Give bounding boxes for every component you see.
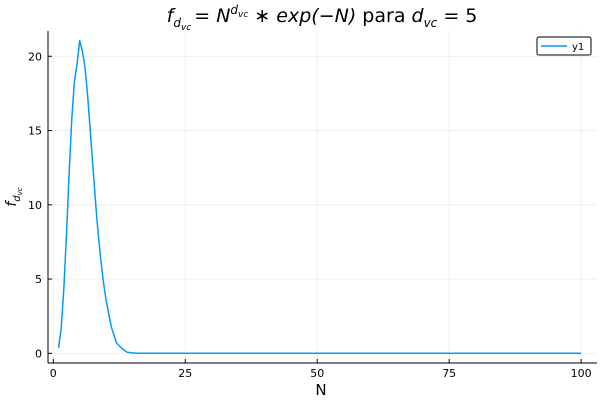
axes [47, 31, 597, 364]
title-f-subsub: vc [181, 23, 191, 33]
title-d: d [412, 5, 425, 27]
ylabel-subsub: vc [16, 187, 24, 195]
title-tail: = 5 [437, 5, 477, 27]
title-para: para [356, 5, 411, 27]
x-axis-label: N [315, 381, 326, 399]
ylabel-sub: d [12, 195, 23, 202]
x-tick-label: 25 [178, 367, 192, 380]
x-tick-label: 75 [442, 367, 456, 380]
plot-area [57, 39, 582, 355]
series-line-y1 [57, 39, 582, 355]
legend: y1 [536, 36, 592, 56]
ticks: 0 25 50 75 100 0 5 10 15 20 [28, 50, 592, 380]
x-tick-label: 100 [571, 367, 592, 380]
title-d-sub: vc [424, 16, 438, 30]
y-tick-label: 15 [28, 125, 42, 138]
y-tick-label: 20 [28, 50, 42, 63]
legend-label: y1 [572, 42, 584, 53]
title-f-sub: d [173, 16, 181, 30]
title-f: f [167, 5, 177, 27]
ylabel-f: f [4, 200, 20, 207]
x-tick-label: 0 [50, 367, 57, 380]
y-tick-label: 5 [35, 273, 42, 286]
x-tick-label: 50 [310, 367, 324, 380]
y-tick-label: 10 [28, 199, 42, 212]
chart-title: fdvc= Ndvc ∗ exp(−N) para dvc = 5 [167, 3, 478, 33]
title-eq: = [194, 5, 216, 27]
y-tick-label: 0 [35, 347, 42, 360]
title-N: N [216, 5, 230, 27]
title-N-supsub: vc [238, 10, 248, 20]
y-axis-label: fdvc [4, 187, 24, 206]
title-N-sup: d [230, 3, 238, 17]
title-mid: ∗ exp(−N) [248, 5, 356, 27]
